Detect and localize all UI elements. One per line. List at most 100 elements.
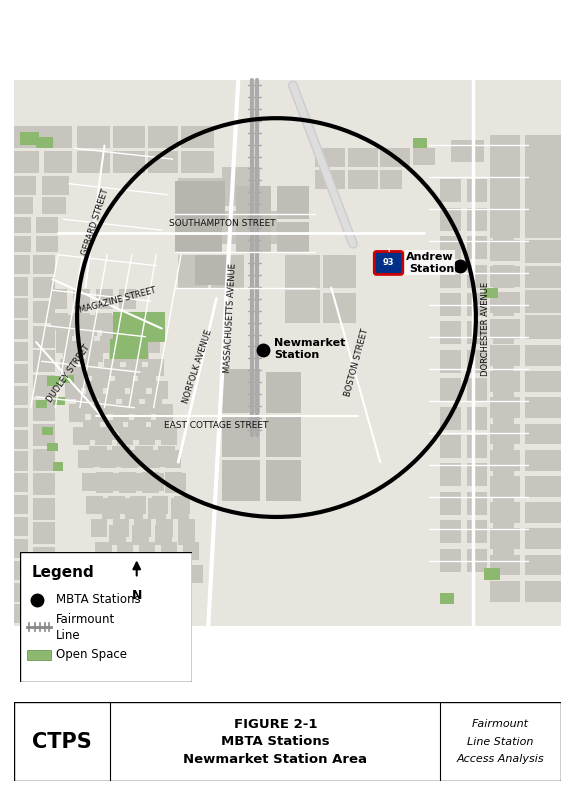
Bar [126,473,142,491]
Bar [493,492,514,514]
Bar [53,397,65,405]
Bar [139,428,155,445]
Bar [490,167,519,189]
Bar [14,216,31,233]
Bar [440,208,461,230]
Bar [77,151,110,173]
Bar [178,216,222,249]
Bar [113,312,165,342]
Bar [440,236,461,259]
Bar [148,151,178,173]
Bar [14,561,28,580]
Bar [187,565,203,582]
Bar [490,140,519,162]
Bar [467,293,487,316]
Text: MBTA Stations: MBTA Stations [221,735,329,748]
Bar [467,406,487,429]
Bar [33,301,55,323]
Bar [490,371,519,392]
Bar [380,170,402,189]
Bar [440,548,461,571]
Bar [113,151,145,173]
Bar [493,435,514,458]
Bar [56,335,72,353]
Bar [33,473,55,495]
Bar [63,375,74,383]
Bar [490,476,519,497]
Bar [276,222,309,252]
Bar [493,179,514,202]
Bar [493,463,514,486]
Bar [14,582,28,602]
Bar [323,255,356,287]
Bar [33,326,55,348]
Bar [169,473,186,491]
Bar [467,208,487,230]
Bar [14,320,28,339]
Bar [118,289,136,309]
Bar [86,382,103,399]
Bar [14,80,561,626]
Bar [161,542,177,559]
Bar [148,499,166,519]
Bar [73,289,90,309]
Bar [82,420,100,440]
Bar [176,222,222,252]
Bar [143,451,160,468]
Text: Andrew
Station: Andrew Station [407,252,454,274]
Bar [236,222,271,252]
Text: N: N [132,589,142,602]
Bar [451,140,484,162]
Bar [100,565,116,582]
Bar [104,358,120,376]
Bar [95,312,112,330]
Bar [14,342,28,361]
Bar [490,398,519,418]
Bar [525,216,561,238]
Bar [138,368,156,388]
Text: Access Analysis: Access Analysis [456,754,545,764]
Bar [33,399,55,421]
Bar [493,548,514,571]
Bar [50,289,67,309]
Bar [156,519,173,537]
Bar [65,382,81,399]
Bar [42,427,53,435]
Bar [135,446,153,467]
Bar [89,446,106,467]
Bar [276,186,309,219]
Bar [467,179,487,202]
Bar [86,341,104,362]
Bar [82,358,98,376]
Bar [348,148,378,167]
Bar [525,293,561,313]
Bar [285,255,320,287]
Bar [525,555,561,575]
Bar [36,399,47,408]
Bar [156,405,173,422]
Bar [109,525,126,545]
Bar [440,350,461,372]
Text: Open Space: Open Space [56,649,127,661]
Bar [525,315,561,337]
Bar [413,148,435,165]
Bar [14,473,28,492]
Bar [14,408,28,427]
Bar [99,394,117,414]
Bar [493,406,514,429]
Bar [110,339,148,358]
Text: FIGURE 2-1: FIGURE 2-1 [234,718,317,731]
Bar [467,520,487,543]
Bar [165,451,181,468]
Bar [525,241,561,263]
Bar [45,126,72,148]
Bar [76,394,93,414]
Bar [490,450,519,470]
Bar [148,126,178,148]
Bar [53,462,63,470]
Bar [113,519,129,537]
Bar [525,398,561,418]
Bar [171,499,189,519]
Bar [60,358,77,376]
Bar [484,568,500,580]
